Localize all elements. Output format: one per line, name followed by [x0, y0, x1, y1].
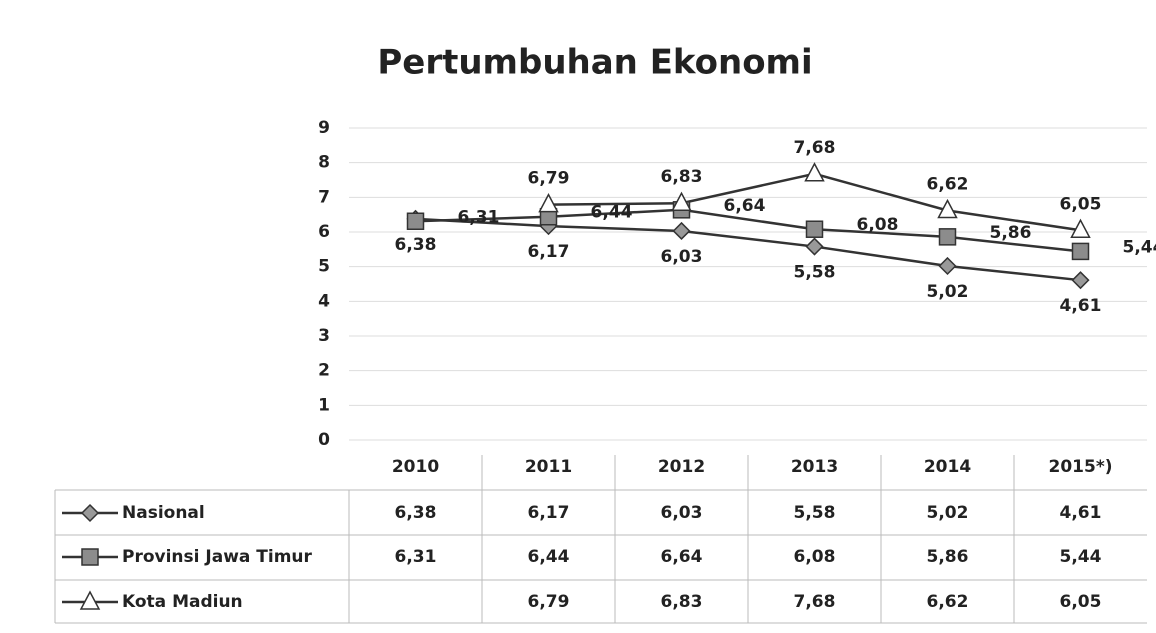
legend-label: Nasional — [122, 503, 205, 523]
y-tick-label: 4 — [318, 291, 330, 311]
table-cell: 6,17 — [528, 503, 570, 523]
table-cell: 6,03 — [661, 503, 703, 523]
table-cell: 5,58 — [794, 503, 836, 523]
marker — [408, 213, 424, 229]
marker — [807, 239, 823, 255]
y-tick-label: 2 — [318, 361, 330, 381]
y-tick-label: 3 — [318, 326, 330, 346]
table-cell: 6,62 — [927, 592, 969, 612]
table-cell: 6,31 — [395, 547, 437, 567]
data-label: 6,83 — [661, 167, 703, 187]
table-cell: 4,61 — [1060, 503, 1102, 523]
table-cell: 6,05 — [1060, 592, 1102, 612]
y-tick-label: 0 — [318, 430, 330, 450]
marker — [807, 221, 823, 237]
data-label: 6,03 — [661, 247, 703, 267]
marker — [82, 549, 98, 565]
x-tick-label: 2013 — [791, 457, 838, 477]
data-label: 6,44 — [591, 203, 633, 223]
table-cell: 6,08 — [794, 547, 836, 567]
table-cell: 7,68 — [794, 592, 836, 612]
y-tick-label: 5 — [318, 257, 330, 277]
table-cell: 5,02 — [927, 503, 969, 523]
marker — [674, 223, 690, 239]
marker — [1073, 272, 1089, 288]
data-label: 6,08 — [857, 215, 899, 235]
data-label: 6,31 — [458, 207, 500, 227]
marker — [81, 592, 99, 609]
x-tick-label: 2012 — [658, 457, 705, 477]
legend-label: Kota Madiun — [122, 592, 243, 612]
y-tick-label: 9 — [318, 118, 330, 138]
data-label: 5,58 — [794, 263, 836, 283]
marker — [940, 229, 956, 245]
series-line — [416, 219, 1081, 280]
legend-label: Provinsi Jawa Timur — [122, 547, 313, 567]
data-label: 5,44 — [1123, 237, 1156, 257]
data-label: 5,86 — [990, 223, 1032, 243]
marker — [940, 258, 956, 274]
data-label: 4,61 — [1060, 296, 1102, 316]
table-cell: 6,79 — [528, 592, 570, 612]
table-cell: 6,38 — [395, 503, 437, 523]
marker — [1073, 243, 1089, 259]
data-label: 6,64 — [724, 196, 766, 216]
y-tick-label: 6 — [318, 222, 330, 242]
table-cell: 5,86 — [927, 547, 969, 567]
marker — [82, 505, 98, 521]
data-label: 7,68 — [794, 138, 836, 158]
table-cell: 5,44 — [1060, 547, 1102, 567]
data-label: 6,05 — [1060, 194, 1102, 214]
data-label: 6,79 — [528, 169, 570, 189]
x-tick-label: 2011 — [525, 457, 572, 477]
data-label: 6,38 — [395, 235, 437, 255]
x-tick-label: 2014 — [924, 457, 971, 477]
table-cell: 6,83 — [661, 592, 703, 612]
x-tick-label: 2015*) — [1049, 457, 1113, 477]
y-tick-label: 1 — [318, 395, 330, 415]
table-cell: 6,64 — [661, 547, 703, 567]
x-tick-label: 2010 — [392, 457, 439, 477]
y-tick-label: 8 — [318, 153, 330, 173]
y-tick-label: 7 — [318, 187, 330, 207]
table-cell: 6,44 — [528, 547, 570, 567]
marker — [806, 164, 824, 181]
data-label: 6,62 — [927, 175, 969, 195]
data-label: 6,17 — [528, 242, 570, 262]
data-label: 5,02 — [927, 282, 969, 302]
chart-title: Pertumbuhan Ekonomi — [377, 43, 812, 83]
